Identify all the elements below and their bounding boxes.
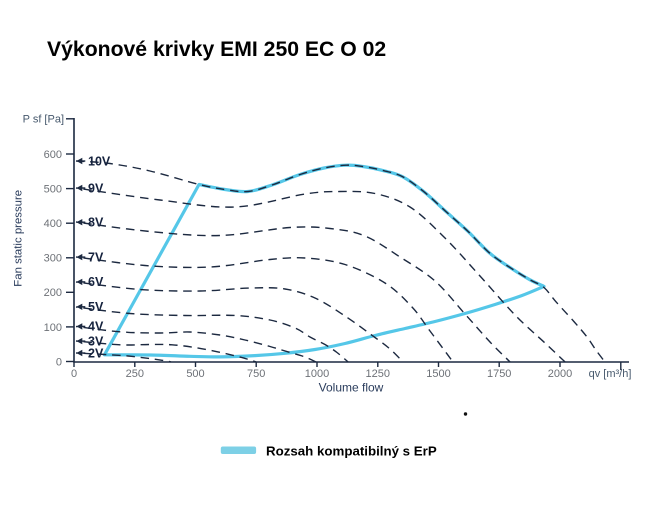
- svg-text:8V: 8V: [88, 216, 104, 230]
- svg-text:Rozsah kompatibilný s ErP: Rozsah kompatibilný s ErP: [266, 444, 437, 459]
- svg-text:0: 0: [71, 368, 77, 380]
- svg-text:1500: 1500: [426, 368, 450, 380]
- svg-text:750: 750: [247, 368, 265, 380]
- svg-text:2000: 2000: [548, 368, 572, 380]
- svg-text:6V: 6V: [88, 275, 104, 289]
- svg-text:500: 500: [186, 368, 204, 380]
- svg-text:200: 200: [44, 287, 62, 299]
- svg-text:1000: 1000: [305, 368, 329, 380]
- svg-text:600: 600: [44, 149, 62, 161]
- svg-text:100: 100: [44, 322, 62, 334]
- svg-text:250: 250: [126, 368, 144, 380]
- svg-text:300: 300: [44, 253, 62, 265]
- svg-text:4V: 4V: [88, 320, 104, 334]
- svg-text:400: 400: [44, 218, 62, 230]
- svg-text:P sf [Pa]: P sf [Pa]: [23, 114, 64, 126]
- svg-text:qv [m³/h]: qv [m³/h]: [589, 368, 632, 380]
- svg-text:9V: 9V: [88, 181, 104, 195]
- svg-text:2V: 2V: [88, 346, 104, 360]
- svg-text:1750: 1750: [487, 368, 511, 380]
- svg-text:Výkonové krivky EMI 250 EC O 0: Výkonové krivky EMI 250 EC O 02: [47, 38, 386, 61]
- svg-text:Volume flow: Volume flow: [319, 381, 384, 395]
- svg-text:Fan static pressure: Fan static pressure: [13, 190, 25, 287]
- svg-text:500: 500: [44, 184, 62, 196]
- svg-text:1250: 1250: [366, 368, 390, 380]
- svg-text:3V: 3V: [88, 334, 104, 348]
- svg-text:5V: 5V: [88, 300, 104, 314]
- svg-text:0: 0: [56, 356, 62, 368]
- svg-text:10V: 10V: [88, 154, 111, 168]
- svg-text:7V: 7V: [88, 250, 104, 264]
